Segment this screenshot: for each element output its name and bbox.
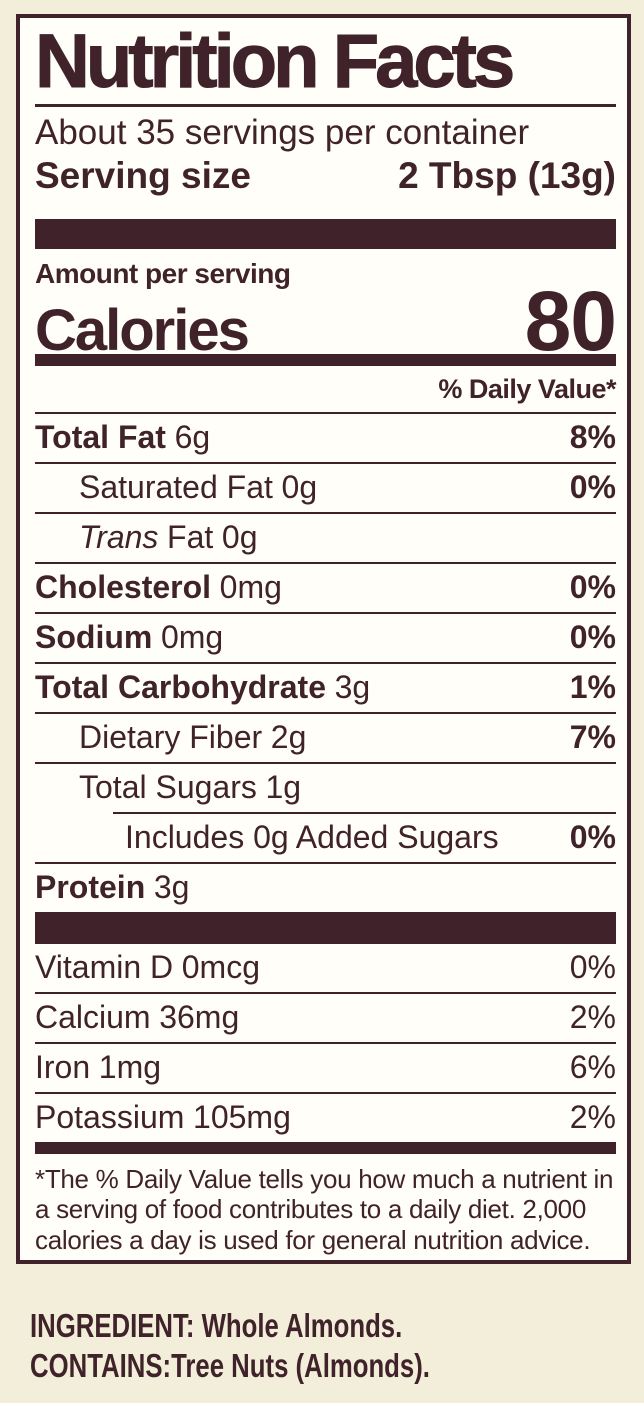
nutrient-name-amount: Sodium 0mg [35, 621, 223, 655]
nutrient-name-amount: Total Fat 6g [35, 421, 210, 455]
nutrient-dv: 1% [569, 669, 616, 706]
nutrient-row-saturated-fat: Saturated Fat 0g 0% [35, 462, 616, 512]
nutrient-name: Protein [35, 869, 146, 906]
nutrient-name-amount: Total Carbohydrate 3g [35, 671, 370, 705]
footnote-line: *The % Daily Value tells you how much a … [35, 1164, 614, 1195]
nutrient-name-amount: Protein 3g [35, 871, 189, 905]
calories-label: Calories [35, 298, 250, 364]
vitamin-name: Calcium [35, 999, 151, 1036]
vitamin-amount: 105mg [193, 1099, 291, 1136]
nutrient-amount: 0g [281, 469, 318, 506]
vitamin-dv: 6% [569, 1049, 616, 1086]
vitamin-amount: 0mcg [181, 949, 260, 986]
nutrient-name: Includes 0g Added Sugars [125, 819, 499, 856]
nutrient-name: Sodium [35, 619, 153, 656]
vitamin-amount: 1mg [98, 1049, 162, 1086]
nutrient-amount: 2g [270, 719, 307, 756]
separator-bar-thick-vitamins [35, 912, 616, 943]
nutrient-name-italic: Trans [79, 519, 159, 556]
vitamin-row-potassium: Potassium 105mg 2% [35, 1092, 616, 1142]
nutrient-amount: 3g [334, 669, 371, 706]
nutrient-name-amount: Total Sugars 1g [35, 771, 301, 805]
vitamin-name: Vitamin D [35, 949, 174, 986]
vitamin-name: Iron [35, 1049, 91, 1086]
nutrient-name-amount: Saturated Fat 0g [35, 471, 317, 505]
nutrient-row-total-carbohydrate: Total Carbohydrate 3g 1% [35, 662, 616, 712]
nutrient-amount: 3g [153, 869, 190, 906]
vitamin-dv: 0% [569, 949, 616, 986]
vitamin-name-amount: Vitamin D 0mcg [35, 951, 260, 985]
nutrient-dv: 0% [569, 819, 616, 856]
nutrient-row-trans-fat: Trans Fat 0g [35, 512, 616, 562]
vitamin-dv: 2% [569, 1099, 616, 1136]
nutrient-name: Total Fat [35, 419, 166, 456]
nutrient-name: Total Carbohydrate [35, 669, 326, 706]
nutrient-row-total-fat: Total Fat 6g 8% [35, 412, 616, 462]
nutrient-row-protein: Protein 3g [35, 862, 616, 912]
nutrient-name: Saturated Fat [79, 469, 273, 506]
nutrient-name: Cholesterol [35, 569, 212, 606]
nutrition-facts-panel: Nutrition Facts About 35 servings per co… [16, 14, 631, 1264]
nutrient-amount: 0mg [219, 569, 282, 606]
nutrient-amount: 1g [265, 769, 302, 806]
nutrient-amount: 0mg [160, 619, 224, 656]
vitamin-row-vitamin-d: Vitamin D 0mcg 0% [35, 942, 616, 992]
vitamin-row-calcium: Calcium 36mg 2% [35, 992, 616, 1042]
separator-bar-medium-calories [35, 354, 616, 367]
vitamin-dv: 2% [569, 999, 616, 1036]
vitamin-row-iron: Iron 1mg 6% [35, 1042, 616, 1092]
nutrient-row-cholesterol: Cholesterol 0mg 0% [35, 562, 616, 612]
amount-per-serving-label: Amount per serving [35, 258, 291, 290]
separator-bar-medium-footnote [35, 1142, 616, 1155]
vitamin-name-amount: Calcium 36mg [35, 1001, 239, 1035]
nutrient-amount: 0g [221, 519, 258, 556]
serving-size-row: Serving size 2 Tbsp (13g) [35, 154, 616, 198]
nutrient-dv: 7% [569, 719, 616, 756]
nutrient-dv: 0% [569, 569, 616, 606]
nutrition-facts-title: Nutrition Facts [35, 19, 516, 104]
calories-value: 80 [524, 274, 617, 369]
nutrient-dv: 0% [569, 619, 616, 656]
nutrient-name-amount: Cholesterol 0mg [35, 571, 282, 605]
nutrient-row-total-sugars: Total Sugars 1g [35, 762, 616, 812]
nutrient-name: Dietary Fiber [79, 719, 263, 756]
nutrient-name-amount: Includes 0g Added Sugars [35, 821, 499, 855]
serving-size-label: Serving size [35, 155, 251, 196]
footnote-line: calories a day is used for general nutri… [35, 1224, 591, 1255]
vitamin-amount: 36mg [159, 999, 240, 1036]
nutrient-name-amount: Dietary Fiber 2g [35, 721, 306, 755]
almond-package-label: Nutrition Facts About 35 servings per co… [0, 14, 644, 1387]
nutrient-name-amount: Trans Fat 0g [35, 521, 258, 555]
daily-value-header: % Daily Value* [438, 374, 616, 405]
calories-row: Calories 80 [35, 274, 617, 369]
vitamin-name-amount: Potassium 105mg [35, 1101, 291, 1135]
nutrient-name: Fat [167, 519, 214, 556]
nutrient-dv: 0% [569, 469, 616, 506]
vitamin-name: Potassium [35, 1099, 185, 1136]
nutrient-amount: 6g [174, 419, 211, 456]
nutrient-row-dietary-fiber: Dietary Fiber 2g 7% [35, 712, 616, 762]
contains-line: CONTAINS:Tree Nuts (Almonds). [30, 1347, 430, 1385]
servings-per-container: About 35 servings per container [35, 113, 530, 152]
serving-size-value: 2 Tbsp (13g) [398, 155, 616, 196]
nutrient-name: Total Sugars [79, 769, 257, 806]
footnote-line: a serving of food contributes to a daily… [35, 1194, 586, 1225]
nutrient-row-sodium: Sodium 0mg 0% [35, 612, 616, 662]
vitamin-name-amount: Iron 1mg [35, 1051, 161, 1085]
daily-value-footnote: *The % Daily Value tells you how much a … [35, 1154, 616, 1254]
nutrient-row-added-sugars: Includes 0g Added Sugars 0% [35, 812, 616, 862]
separator-bar-thick-top [35, 219, 616, 250]
ingredient-line: INGREDIENT: Whole Almonds. [30, 1306, 403, 1344]
title-divider [35, 104, 616, 107]
nutrient-dv: 8% [569, 419, 616, 456]
ingredients-block: INGREDIENT: Whole Almonds. CONTAINS:Tree… [30, 1306, 509, 1387]
